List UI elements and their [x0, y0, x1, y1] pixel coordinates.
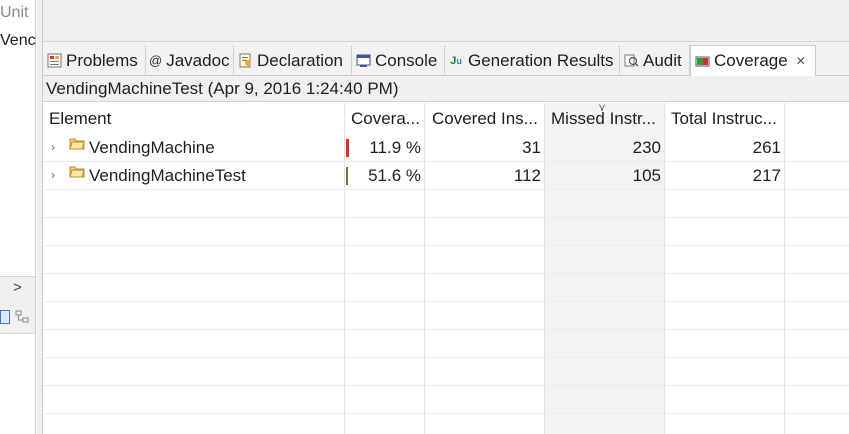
coverage-percent: 11.9 %: [369, 138, 421, 157]
problems-icon: [46, 53, 62, 69]
element-name: VendingMachineTest: [89, 166, 246, 185]
total-instructions: 261: [752, 138, 781, 157]
column-header-coverage[interactable]: Covera...: [351, 109, 420, 128]
coverage-bar: [346, 139, 349, 157]
coverage-table: Element Covera... Covered Ins... Missed …: [42, 103, 849, 434]
tab-label: Problems: [66, 50, 138, 70]
package-folder-icon: [69, 166, 85, 178]
declaration-icon: [237, 53, 253, 69]
total-instructions: 217: [752, 166, 781, 185]
tab-coverage[interactable]: Coverage ✕: [690, 45, 816, 77]
covered-instructions: 31: [522, 138, 541, 157]
tab-label: Coverage: [714, 51, 788, 70]
missed-column-highlight: [544, 103, 664, 434]
column-header-covered-instructions[interactable]: Covered Ins...: [432, 109, 538, 128]
column-header-total-instructions[interactable]: Total Instruc...: [671, 109, 777, 128]
javadoc-icon: @: [149, 53, 163, 68]
covered-instructions: 112: [513, 166, 541, 185]
tab-audit[interactable]: Audit: [620, 45, 690, 76]
tab-label: Console: [375, 50, 438, 70]
missed-instructions: 105: [632, 166, 661, 185]
missed-instructions: 230: [632, 138, 661, 157]
coverage-icon: [694, 53, 710, 69]
coverage-session-title: VendingMachineTest (Apr 9, 2016 1:24:40 …: [42, 76, 849, 102]
tab-label: Audit: [643, 50, 682, 70]
sash[interactable]: [37, 0, 42, 434]
element-name: VendingMachine: [89, 138, 215, 157]
column-header-missed-instructions[interactable]: Missed Instr...: [551, 109, 656, 128]
editor-area: [42, 0, 849, 42]
tab-label: Javadoc: [166, 50, 230, 70]
tab-console[interactable]: Console: [352, 45, 445, 76]
package-folder-icon: [69, 138, 85, 150]
close-icon[interactable]: ✕: [795, 54, 806, 68]
left-panel: Unit Venc >: [0, 0, 36, 434]
sort-descending-icon: ⋎: [598, 103, 607, 114]
tab-javadoc[interactable]: @ Javadoc: [146, 45, 234, 76]
coverage-bar: [346, 167, 348, 185]
left-panel-toolbar: [0, 276, 35, 334]
left-panel-item[interactable]: Venc: [0, 32, 36, 49]
left-panel-title: Unit: [0, 4, 29, 21]
console-icon: [355, 53, 371, 69]
audit-icon: [623, 53, 639, 69]
layout-icon[interactable]: [0, 310, 10, 324]
coverage-percent: 51.6 %: [368, 166, 421, 185]
hierarchy-icon[interactable]: [15, 310, 29, 324]
column-header-element[interactable]: Element: [49, 109, 112, 128]
tab-label: Generation Results: [468, 50, 614, 70]
tab-problems[interactable]: Problems: [43, 45, 146, 76]
tab-label: Declaration: [257, 50, 343, 70]
expand-chevron-icon[interactable]: >: [13, 279, 22, 296]
view-tab-bar: Problems @ Javadoc Declaration Console J…: [42, 42, 849, 77]
tab-declaration[interactable]: Declaration: [234, 45, 352, 76]
expand-arrow-icon[interactable]: ›: [51, 168, 55, 182]
expand-arrow-icon[interactable]: ›: [51, 140, 55, 154]
